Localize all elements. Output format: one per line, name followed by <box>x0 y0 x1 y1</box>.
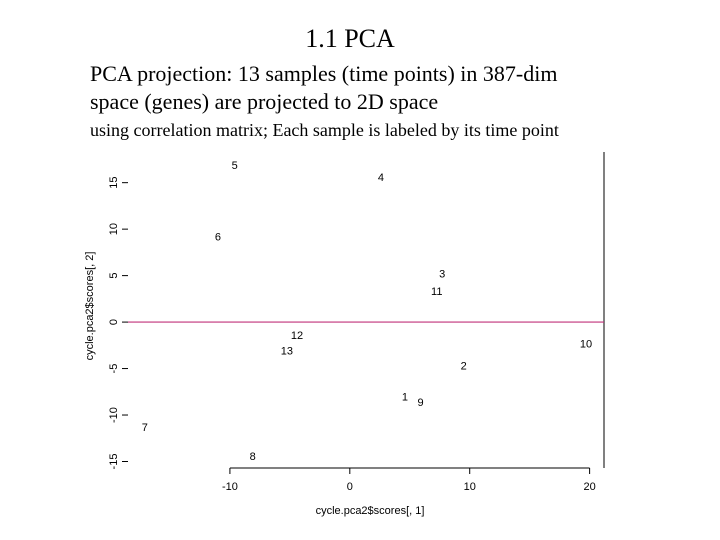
slide-note: using correlation matrix; Each sample is… <box>90 120 559 140</box>
y-tick-label: 10 <box>108 223 120 235</box>
point-label: 1 <box>402 391 408 403</box>
point-label: 13 <box>281 346 293 358</box>
y-tick-label: -5 <box>108 364 120 374</box>
x-tick-label: 20 <box>583 481 595 493</box>
slide-line: PCA projection: 13 samples (time points)… <box>90 61 557 86</box>
point-label: 3 <box>439 269 445 281</box>
point-label: 5 <box>232 160 238 172</box>
y-tick-label: 0 <box>108 319 120 325</box>
x-tick-label: -10 <box>222 481 238 493</box>
point-label: 8 <box>250 451 256 463</box>
point-label: 9 <box>417 397 423 409</box>
point-label: 10 <box>580 338 592 350</box>
y-tick-label: -15 <box>108 454 120 470</box>
x-axis-label: cycle.pca2$scores[, 1] <box>316 505 425 517</box>
slide-title: 1.1 PCA <box>305 24 395 53</box>
y-axis-label: cycle.pca2$scores[, 2] <box>84 252 96 361</box>
point-label: 2 <box>461 361 467 373</box>
point-label: 7 <box>142 422 148 434</box>
x-tick-label: 0 <box>347 481 353 493</box>
slide-line: space (genes) are projected to 2D space <box>90 89 438 114</box>
y-tick-label: 15 <box>108 177 120 189</box>
point-label: 12 <box>291 330 303 342</box>
point-label: 4 <box>378 172 384 184</box>
y-tick-label: -10 <box>108 407 120 423</box>
x-tick-label: 10 <box>464 481 476 493</box>
point-label: 11 <box>431 286 442 298</box>
y-tick-label: 5 <box>108 273 120 279</box>
point-label: 6 <box>215 231 221 243</box>
